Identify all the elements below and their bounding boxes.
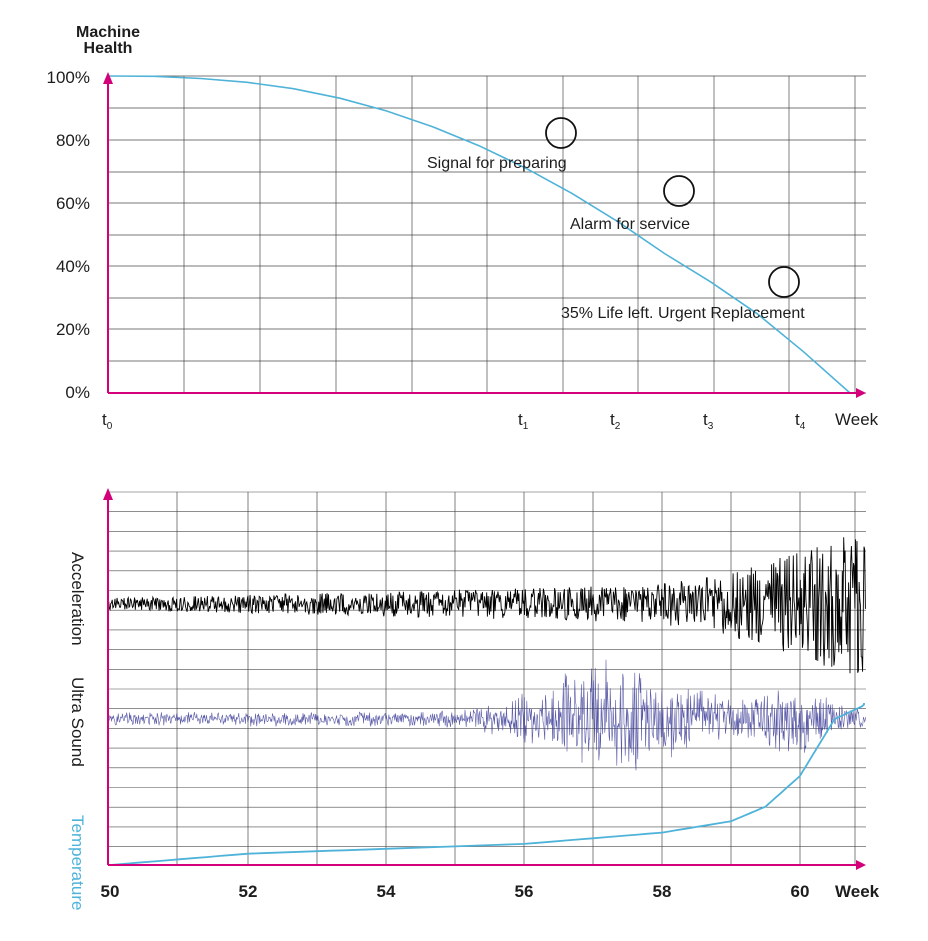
health-y-arrow [103,72,113,84]
y-tick-80: 80% [56,131,90,150]
sensor-signals-chart: 50 52 54 56 58 60 Week Acceleration Ultr… [68,488,880,910]
acceleration-trace [107,537,866,674]
x-tick-58: 58 [653,882,672,901]
annotation-alarm: Alarm for service [570,216,690,233]
y-tick-100: 100% [47,68,90,87]
x-tick-52: 52 [239,882,258,901]
ultrasound-series [107,659,867,771]
time-marker-t0: t0 [102,410,113,432]
bottom-grid [107,491,866,865]
y-tick-0: 0% [65,383,90,402]
x-tick-54: 54 [377,882,396,901]
health-curve [107,75,851,394]
y-tick-60: 60% [56,194,90,213]
time-marker-t4: t4 [795,410,806,432]
x-tick-50: 50 [101,882,120,901]
y-tick-20: 20% [56,320,90,339]
annotation-urgent: 35% Life left. Urgent Replacement [561,305,805,322]
signal-marker [545,117,577,149]
alarm-marker [663,175,695,207]
ultrasound-label: Ultra Sound [68,677,87,767]
time-marker-t1: t1 [518,410,529,432]
y-tick-40: 40% [56,257,90,276]
health-xlabel: Week [835,410,879,429]
ultrasound-trace [107,659,867,771]
temperature-series [109,703,865,866]
acceleration-series [107,537,866,674]
health-ylabel-line2: Health [84,40,133,57]
health-x-arrow [856,388,866,398]
urgent-marker [768,266,800,298]
acceleration-label: Acceleration [68,552,87,646]
time-marker-t3: t3 [703,410,714,432]
machine-health-chart: Machine Health 100% 80% 60% 40% 20% 0% S… [47,24,879,432]
sensor-x-arrow [856,860,866,870]
health-ylabel-line1: Machine [76,24,140,41]
x-tick-56: 56 [515,882,534,901]
temperature-label: Temperature [68,815,87,910]
x-tick-60: 60 [791,882,810,901]
annotation-signal: Signal for preparing [427,155,567,172]
top-grid [107,75,866,394]
sensor-xlabel: Week [835,882,880,901]
sensor-y-arrow [103,488,113,500]
time-marker-t2: t2 [610,410,621,432]
